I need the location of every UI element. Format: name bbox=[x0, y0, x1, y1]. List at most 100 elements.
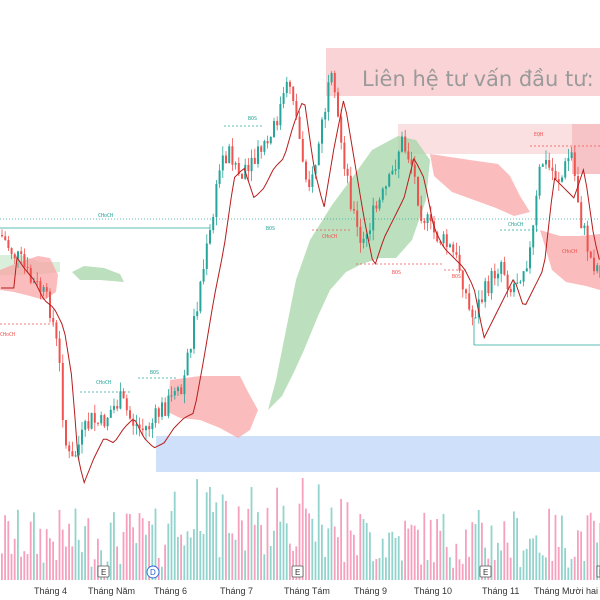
volume-bar bbox=[209, 486, 211, 580]
volume-bar bbox=[506, 542, 509, 580]
volume-bar bbox=[375, 559, 378, 580]
candle-body bbox=[295, 101, 298, 117]
dividend-badge[interactable]: D bbox=[146, 565, 160, 579]
volume-bar bbox=[132, 527, 134, 580]
candle-body bbox=[522, 271, 525, 282]
volume-bar bbox=[305, 508, 307, 580]
candle-body bbox=[241, 173, 243, 179]
volume-bar bbox=[397, 536, 400, 580]
earnings-badge[interactable]: E bbox=[479, 565, 492, 578]
volume-bar bbox=[353, 534, 355, 580]
candle-body bbox=[487, 281, 490, 294]
volume-bar bbox=[554, 514, 557, 580]
volume-bar bbox=[276, 487, 278, 580]
volume-bar bbox=[369, 532, 371, 580]
candle-body bbox=[493, 270, 496, 279]
candle-body bbox=[103, 415, 106, 427]
candle-body bbox=[260, 146, 263, 152]
banner-text: Liên hệ tư vấn đầu tư: bbox=[362, 67, 594, 91]
candle-body bbox=[215, 183, 218, 218]
volume-bar bbox=[589, 512, 592, 580]
volume-bar bbox=[516, 518, 518, 580]
candle-body bbox=[17, 251, 19, 259]
volume-bar bbox=[340, 498, 342, 580]
candle-body bbox=[436, 232, 439, 242]
tick-label-thang-10: Tháng 10 bbox=[414, 586, 452, 596]
candle-body bbox=[445, 234, 448, 247]
volume-bar bbox=[225, 500, 227, 580]
candle-body bbox=[74, 455, 77, 457]
volume-bar bbox=[122, 531, 125, 580]
candle-body bbox=[68, 445, 71, 452]
candle-body bbox=[65, 420, 67, 446]
candle-body bbox=[301, 138, 304, 162]
earnings-badge[interactable]: E bbox=[291, 565, 304, 578]
candle-body bbox=[45, 287, 48, 292]
candle-body bbox=[129, 410, 131, 419]
candle-body bbox=[474, 317, 477, 319]
candle-body bbox=[458, 254, 461, 271]
candle-body bbox=[58, 338, 61, 363]
volume-bar bbox=[468, 556, 470, 580]
candle-body bbox=[484, 281, 487, 302]
volume-bar bbox=[193, 529, 195, 580]
candlesticks bbox=[1, 70, 600, 462]
volume-bar bbox=[570, 559, 573, 580]
candle-body bbox=[285, 81, 288, 94]
dividend-badge-label: D bbox=[150, 568, 156, 577]
volume-bar bbox=[109, 522, 112, 580]
volume-bar bbox=[593, 520, 595, 580]
candle-body bbox=[109, 409, 112, 418]
volume-bar bbox=[423, 512, 426, 580]
supply-zone-far-right bbox=[572, 124, 600, 174]
volume-bar bbox=[532, 538, 534, 580]
volume-bar bbox=[145, 534, 147, 580]
volume-bar bbox=[289, 543, 291, 580]
annotation-choch-4: CHoCH bbox=[508, 222, 523, 228]
volume-bar bbox=[519, 567, 522, 580]
candle-body bbox=[212, 217, 215, 231]
volume-bar bbox=[413, 525, 416, 580]
candle-body bbox=[397, 151, 400, 170]
volume-bar bbox=[381, 538, 384, 580]
candle-body bbox=[586, 225, 589, 252]
candle-body bbox=[570, 152, 573, 159]
candle-body bbox=[420, 205, 423, 221]
volume-bar bbox=[458, 559, 461, 580]
candle-body bbox=[231, 146, 234, 165]
volume-bar bbox=[426, 559, 429, 580]
volume-bar bbox=[580, 531, 582, 580]
volume-bar bbox=[577, 530, 579, 580]
volume-bar bbox=[567, 567, 570, 580]
volume-bar bbox=[189, 537, 192, 580]
volume-bar bbox=[55, 560, 58, 580]
volume-bar bbox=[17, 509, 19, 580]
candle-body bbox=[77, 444, 80, 456]
candle-body bbox=[225, 155, 227, 164]
volume-bar bbox=[119, 563, 122, 580]
candle-body bbox=[167, 395, 170, 416]
volume-bar bbox=[260, 525, 262, 580]
volume-bar bbox=[535, 535, 538, 580]
volume-bar bbox=[218, 557, 221, 580]
event-badges[interactable]: E D E E E bbox=[97, 565, 600, 579]
candle-body bbox=[401, 136, 403, 152]
tick-label-thang-6: Tháng 6 bbox=[154, 586, 187, 596]
candle-body bbox=[4, 236, 7, 241]
volume-bar bbox=[391, 531, 394, 580]
volume-bar bbox=[90, 566, 93, 580]
cloud-bullish-big bbox=[268, 136, 430, 410]
volume-bar bbox=[52, 541, 54, 580]
volume-bar bbox=[407, 528, 410, 580]
candle-body bbox=[97, 422, 99, 424]
tick-label-thang-11: Tháng 11 bbox=[482, 586, 519, 596]
earnings-badge[interactable]: E bbox=[97, 565, 110, 578]
candle-body bbox=[257, 146, 259, 164]
volume-bar bbox=[266, 507, 269, 580]
candle-body bbox=[282, 93, 285, 104]
volume-bar bbox=[429, 519, 432, 580]
volume-bar bbox=[125, 513, 128, 580]
candle-body bbox=[410, 159, 413, 165]
candle-body bbox=[340, 116, 343, 143]
